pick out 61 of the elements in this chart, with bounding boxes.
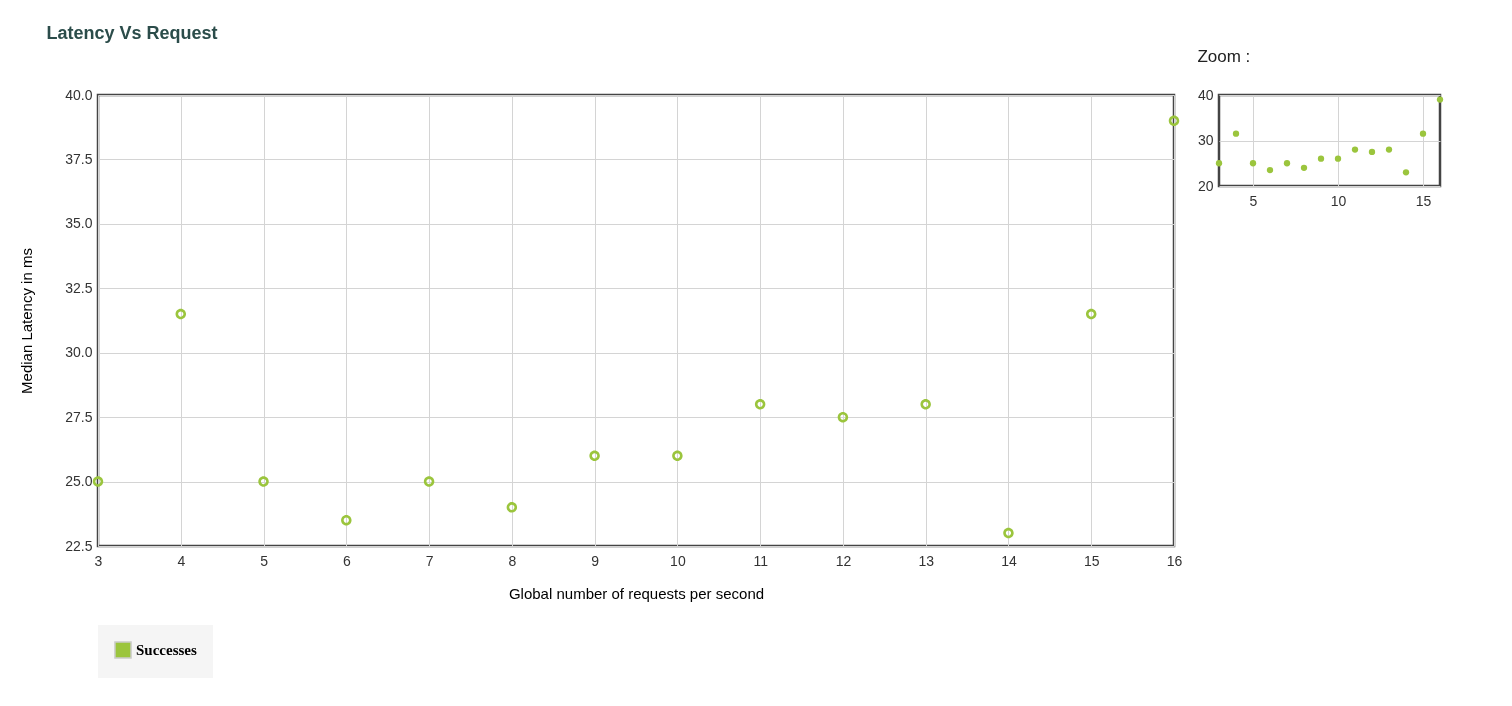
legend-label: Successes — [136, 642, 197, 658]
point — [754, 399, 766, 410]
x-tick-label: 15 — [1415, 192, 1432, 209]
y-tick-label: 40 — [1197, 86, 1214, 103]
point — [341, 514, 352, 526]
point — [1419, 130, 1427, 137]
point — [175, 308, 187, 320]
x-tick-label: 10 — [1330, 192, 1347, 209]
x-tick-label: 4 — [177, 552, 186, 569]
y-tick-label: 22.5 — [65, 537, 93, 554]
point — [1436, 96, 1444, 103]
x-tick-label: 6 — [342, 552, 351, 569]
point — [92, 476, 104, 487]
x-tick-label: 5 — [260, 552, 269, 569]
point — [1215, 160, 1223, 167]
x-axis-title: Global number of requests per second — [508, 584, 765, 602]
point — [1334, 155, 1342, 162]
y-tick-label: 30.0 — [65, 344, 93, 361]
chart-title: Latency Vs Request — [46, 22, 218, 43]
y-tick-label: 32.5 — [65, 279, 93, 296]
y-tick-label: 40.0 — [65, 86, 93, 103]
x-tick-label: 12 — [835, 552, 852, 569]
point — [1402, 169, 1410, 176]
point — [672, 450, 683, 462]
point — [1232, 130, 1240, 137]
point — [1368, 148, 1376, 156]
x-tick-label: 15 — [1083, 552, 1100, 569]
x-tick-label: 16 — [1166, 552, 1183, 569]
point — [837, 411, 849, 423]
point — [1003, 527, 1014, 539]
point — [1085, 308, 1097, 320]
x-tick-label: 7 — [425, 552, 434, 569]
x-tick-label: 13 — [918, 552, 935, 569]
point — [506, 502, 518, 513]
point — [258, 476, 269, 487]
x-tick-label: 10 — [670, 552, 686, 569]
x-tick-label: 8 — [508, 552, 517, 569]
point — [1283, 160, 1291, 167]
point — [1266, 166, 1274, 174]
x-tick-label: 14 — [1001, 552, 1017, 569]
x-tick-label: 9 — [591, 552, 600, 569]
point — [1351, 146, 1359, 153]
point — [920, 399, 931, 410]
y-axis-title: Median Latency in ms — [18, 248, 36, 394]
y-tick-label: 37.5 — [65, 150, 93, 167]
point — [1385, 146, 1393, 153]
y-tick-label: 30 — [1197, 132, 1214, 148]
y-tick-label: 25.0 — [65, 473, 93, 490]
x-tick-label: 5 — [1249, 192, 1258, 209]
point — [589, 450, 600, 462]
point — [1300, 164, 1308, 171]
point — [1317, 155, 1325, 162]
x-tick-label: 3 — [94, 552, 103, 569]
point — [1249, 160, 1257, 167]
y-tick-label: 35.0 — [65, 215, 93, 232]
x-tick-label: 11 — [753, 552, 769, 569]
chart-title: Zoom : — [1197, 47, 1251, 66]
point — [423, 476, 435, 487]
y-tick-label: 27.5 — [65, 408, 93, 425]
y-tick-label: 20 — [1197, 177, 1214, 194]
point — [1168, 115, 1180, 127]
